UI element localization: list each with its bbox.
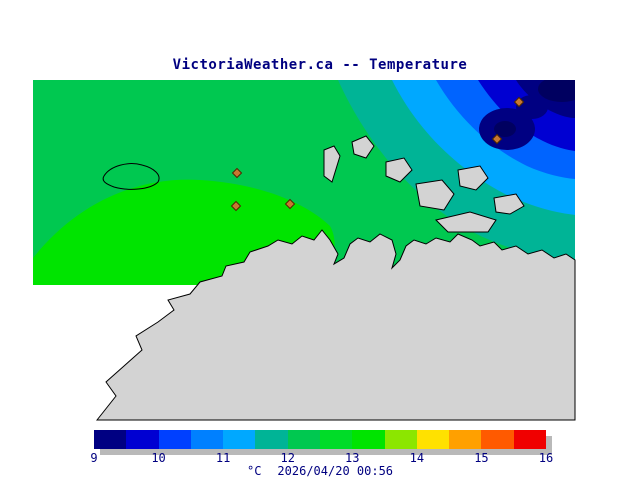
island <box>385 157 413 183</box>
island <box>457 165 489 191</box>
coldest-core <box>494 121 516 137</box>
colorbar-segment <box>416 430 450 449</box>
colorbar-tick-label: 12 <box>280 451 295 465</box>
station-marker <box>284 198 296 210</box>
units-label: °C <box>246 464 262 478</box>
colorbar-segment <box>255 430 288 449</box>
colorbar-segment <box>449 430 482 449</box>
colorbar-ticks: 9 10 11 12 13 14 15 16 <box>90 451 553 465</box>
colorbar-tick-label: 13 <box>345 451 360 465</box>
colorbar-tick-label: 9 <box>90 451 98 465</box>
station-markers <box>230 96 525 212</box>
station-marker <box>491 133 503 145</box>
colorbar-segment <box>287 430 320 449</box>
station-marker <box>230 200 242 212</box>
colorbar-segment <box>513 430 546 449</box>
colorbar-segment <box>384 430 417 449</box>
colorbar-segment <box>190 430 224 449</box>
colorbar-tick-label: 11 <box>215 451 231 465</box>
colorbar-segment <box>352 430 385 449</box>
coldest-core <box>538 80 575 102</box>
colorbar-segment <box>481 430 514 449</box>
station-marker <box>231 167 243 179</box>
colorbar-tick-label: 10 <box>151 451 166 465</box>
island <box>493 193 525 215</box>
colorbar-segment <box>319 430 353 449</box>
colorbar-segment <box>223 430 256 449</box>
timestamp-label: 2026/04/20 00:56 <box>277 464 394 478</box>
island <box>351 135 375 159</box>
island <box>323 145 341 183</box>
colorbar-segment <box>158 430 191 449</box>
colorbar-tick-label: 15 <box>474 451 489 465</box>
colorbar-segment <box>94 430 127 449</box>
island-contour-outline <box>102 163 160 190</box>
island <box>415 179 455 211</box>
colorbar-tick-label: 16 <box>538 451 554 465</box>
colorbar-caption: °C 2026/04/20 00:56 <box>0 464 640 478</box>
colorbar-segment <box>126 430 159 449</box>
mainland-coastline <box>95 229 576 421</box>
station-marker <box>513 96 525 108</box>
colorbar <box>94 430 546 449</box>
land-masses <box>95 135 576 421</box>
island <box>435 211 497 233</box>
page-title: VictoriaWeather.ca -- Temperature <box>172 57 468 73</box>
colorbar-tick-label: 14 <box>409 451 425 465</box>
